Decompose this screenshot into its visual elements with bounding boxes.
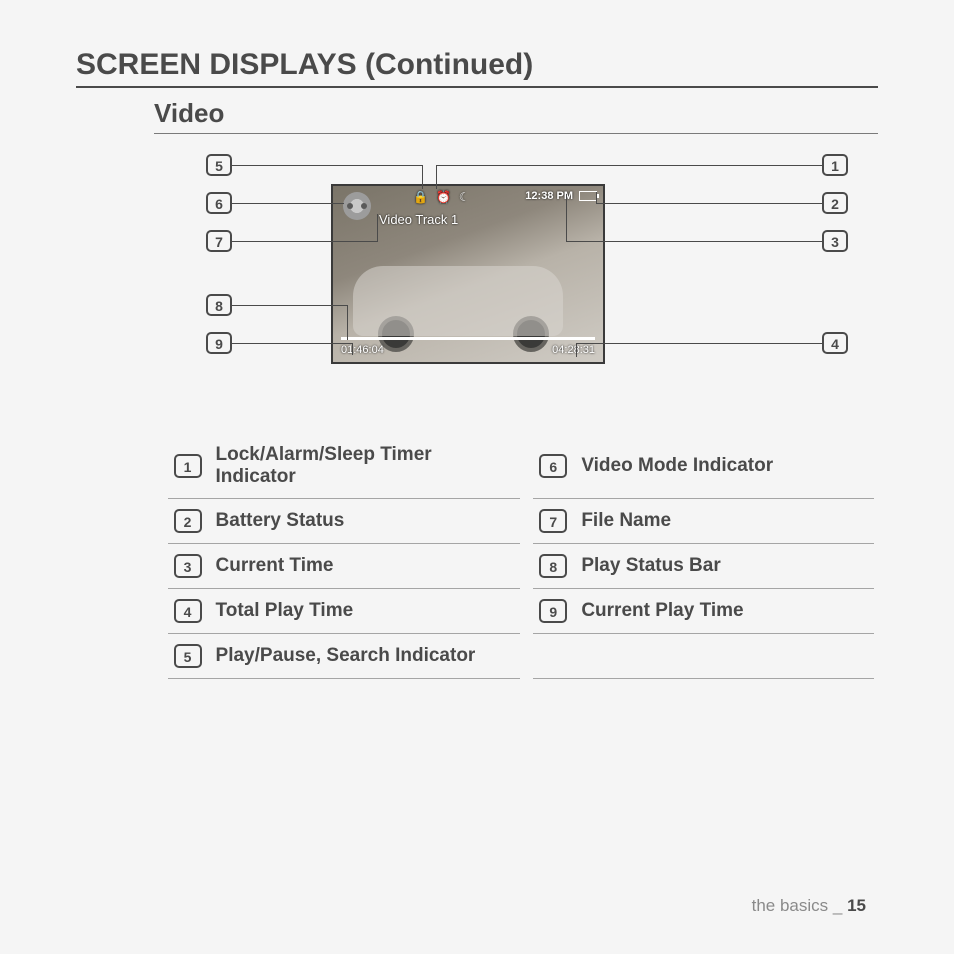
sub-title: Video bbox=[154, 98, 878, 134]
legend-num: 4 bbox=[174, 599, 202, 623]
video-screen: 🔒 ⏰ ☾ Video Track 1 12:38 PM 01:46:04 04… bbox=[331, 184, 605, 364]
legend-text: Video Mode Indicator bbox=[581, 455, 773, 477]
callout-3: 3 bbox=[822, 230, 848, 252]
legend-table: 1 Lock/Alarm/Sleep Timer Indicator 6 Video … bbox=[154, 434, 874, 679]
main-title: SCREEN DISPLAYS (Continued) bbox=[76, 48, 878, 88]
legend-num: 1 bbox=[174, 454, 202, 478]
track-name: Video Track 1 bbox=[379, 212, 458, 227]
legend-text: Play/Pause, Search Indicator bbox=[216, 645, 476, 667]
legend-num: 2 bbox=[174, 509, 202, 533]
legend-text: File Name bbox=[581, 510, 671, 532]
legend-num: 8 bbox=[539, 554, 567, 578]
legend-text: Lock/Alarm/Sleep Timer Indicator bbox=[216, 444, 514, 488]
alarm-icon: ⏰ bbox=[436, 190, 451, 204]
legend-num: 7 bbox=[539, 509, 567, 533]
legend-text: Total Play Time bbox=[216, 600, 354, 622]
legend-num: 6 bbox=[539, 454, 567, 478]
legend-text: Current Play Time bbox=[581, 600, 743, 622]
callout-1: 1 bbox=[822, 154, 848, 176]
total-time: 04:28:31 bbox=[552, 344, 595, 356]
battery-icon bbox=[579, 191, 597, 201]
legend-num: 5 bbox=[174, 644, 202, 668]
film-reel-icon bbox=[343, 192, 371, 220]
elapsed-time: 01:46:04 bbox=[341, 344, 384, 356]
callout-4: 4 bbox=[822, 332, 848, 354]
page-footer: the basics _ 15 bbox=[752, 896, 866, 916]
progress-bar bbox=[341, 337, 595, 340]
status-icons: 🔒 ⏰ ☾ bbox=[413, 190, 470, 204]
legend-text: Battery Status bbox=[216, 510, 345, 532]
sleep-icon: ☾ bbox=[459, 190, 470, 204]
legend-text: Current Time bbox=[216, 555, 334, 577]
legend-text: Play Status Bar bbox=[581, 555, 720, 577]
callout-6: 6 bbox=[206, 192, 232, 214]
callout-9: 9 bbox=[206, 332, 232, 354]
callout-5: 5 bbox=[206, 154, 232, 176]
legend-num: 3 bbox=[174, 554, 202, 578]
callout-8: 8 bbox=[206, 294, 232, 316]
annotated-diagram: 5 6 7 8 9 1 2 3 4 🔒 bbox=[206, 154, 848, 374]
callout-2: 2 bbox=[822, 192, 848, 214]
callout-7: 7 bbox=[206, 230, 232, 252]
lock-icon: 🔒 bbox=[413, 190, 428, 204]
legend-num: 9 bbox=[539, 599, 567, 623]
